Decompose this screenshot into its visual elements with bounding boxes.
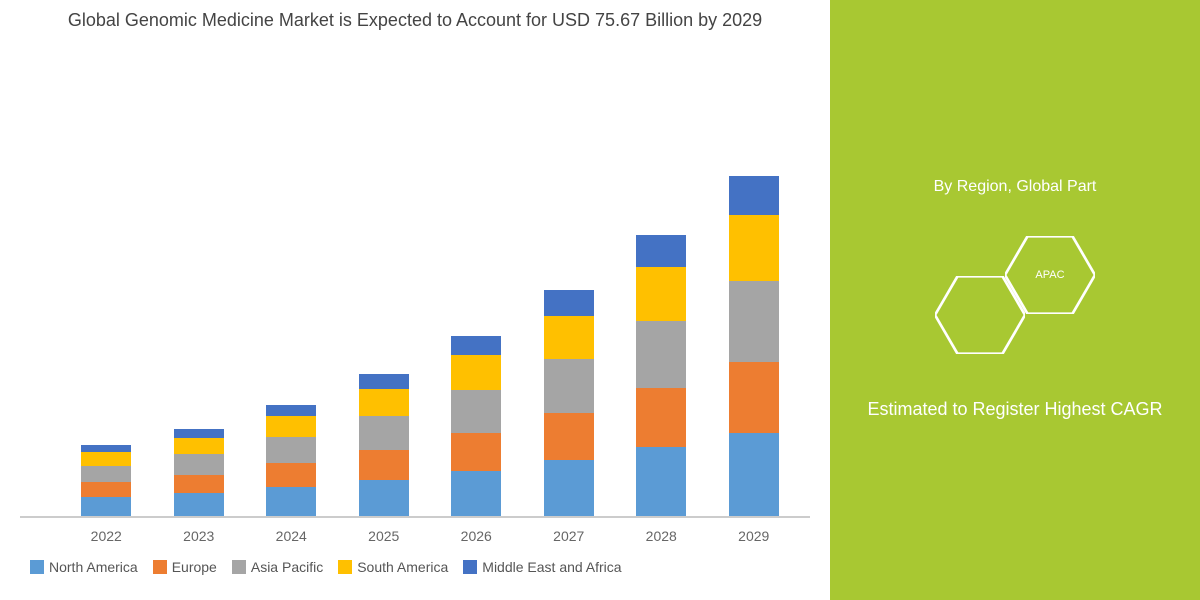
legend-label: South America [357, 559, 448, 575]
bar-segment [729, 215, 779, 281]
legend-item: Europe [153, 559, 217, 575]
bar-segment [359, 480, 409, 516]
stacked-bar [359, 374, 409, 516]
bar-segment [451, 390, 501, 434]
bar-group [631, 235, 691, 516]
bar-segment [451, 433, 501, 471]
bar-segment [636, 267, 686, 321]
bar-segment [636, 447, 686, 516]
cagr-text: Estimated to Register Highest CAGR [867, 396, 1162, 423]
bar-group [261, 405, 321, 516]
legend-label: Europe [172, 559, 217, 575]
x-axis-label: 2027 [539, 528, 599, 544]
x-axis-label: 2026 [446, 528, 506, 544]
bar-segment [451, 471, 501, 516]
bar-segment [174, 438, 224, 455]
bar-segment [174, 475, 224, 494]
bar-segment [266, 437, 316, 463]
bar-segment [359, 416, 409, 450]
bar-segment [81, 497, 131, 516]
bar-group [76, 445, 136, 516]
bar-group [354, 374, 414, 516]
stacked-bar [544, 290, 594, 516]
bar-group [169, 429, 229, 516]
bar-segment [636, 321, 686, 389]
chart-area [20, 51, 810, 518]
x-axis-label: 2023 [169, 528, 229, 544]
bar-segment [266, 416, 316, 437]
bar-segment [81, 482, 131, 497]
stacked-bar [81, 445, 131, 516]
bar-segment [266, 487, 316, 516]
bar-segment [729, 176, 779, 215]
bar-segment [451, 336, 501, 356]
legend-item: North America [30, 559, 138, 575]
hex-label-2: APAC [1035, 269, 1064, 281]
legend-swatch [232, 560, 246, 574]
bar-segment [729, 362, 779, 433]
right-panel-title: By Region, Global Part [934, 178, 1097, 196]
bar-segment [544, 460, 594, 516]
bar-segment [81, 445, 131, 453]
legend-label: Middle East and Africa [482, 559, 621, 575]
legend-swatch [30, 560, 44, 574]
stacked-bar [729, 176, 779, 516]
bar-group [724, 176, 784, 516]
bar-segment [266, 405, 316, 416]
bar-segment [174, 454, 224, 474]
bar-segment [729, 433, 779, 516]
stacked-bar [266, 405, 316, 516]
bar-segment [81, 452, 131, 466]
bar-group [446, 336, 506, 516]
x-axis-label: 2028 [631, 528, 691, 544]
hexagon-graphic: APAC [925, 236, 1105, 376]
legend-item: Middle East and Africa [463, 559, 621, 575]
bar-segment [359, 374, 409, 389]
right-info-panel: By Region, Global Part APAC Estimated to… [830, 0, 1200, 600]
legend-swatch [463, 560, 477, 574]
bar-segment [636, 388, 686, 447]
bar-segment [544, 359, 594, 413]
x-axis-label: 2024 [261, 528, 321, 544]
bar-segment [729, 281, 779, 362]
chart-legend: North America Europe Asia Pacific South Ame… [20, 544, 810, 590]
bar-segment [544, 290, 594, 316]
stacked-bar [174, 429, 224, 516]
x-axis-labels: 2022 2023 2024 2025 2026 2027 2028 2029 [20, 518, 810, 544]
bar-segment [544, 413, 594, 460]
x-axis-label: 2025 [354, 528, 414, 544]
bar-segment [544, 316, 594, 360]
bar-segment [451, 355, 501, 390]
bar-segment [174, 493, 224, 516]
bar-segment [636, 235, 686, 267]
legend-label: North America [49, 559, 138, 575]
hexagon-icon: APAC [1005, 236, 1095, 314]
legend-swatch [153, 560, 167, 574]
legend-item: Asia Pacific [232, 559, 323, 575]
bar-segment [81, 466, 131, 483]
bar-segment [174, 429, 224, 438]
bar-segment [359, 450, 409, 480]
stacked-bar [636, 235, 686, 516]
chart-title: Global Genomic Medicine Market is Expect… [20, 10, 810, 31]
chart-section: Global Genomic Medicine Market is Expect… [0, 0, 830, 600]
legend-label: Asia Pacific [251, 559, 323, 575]
legend-item: South America [338, 559, 448, 575]
x-axis-label: 2022 [76, 528, 136, 544]
bar-segment [359, 389, 409, 416]
bar-segment [266, 463, 316, 487]
legend-swatch [338, 560, 352, 574]
bar-group [539, 290, 599, 516]
x-axis-label: 2029 [724, 528, 784, 544]
stacked-bar [451, 336, 501, 516]
